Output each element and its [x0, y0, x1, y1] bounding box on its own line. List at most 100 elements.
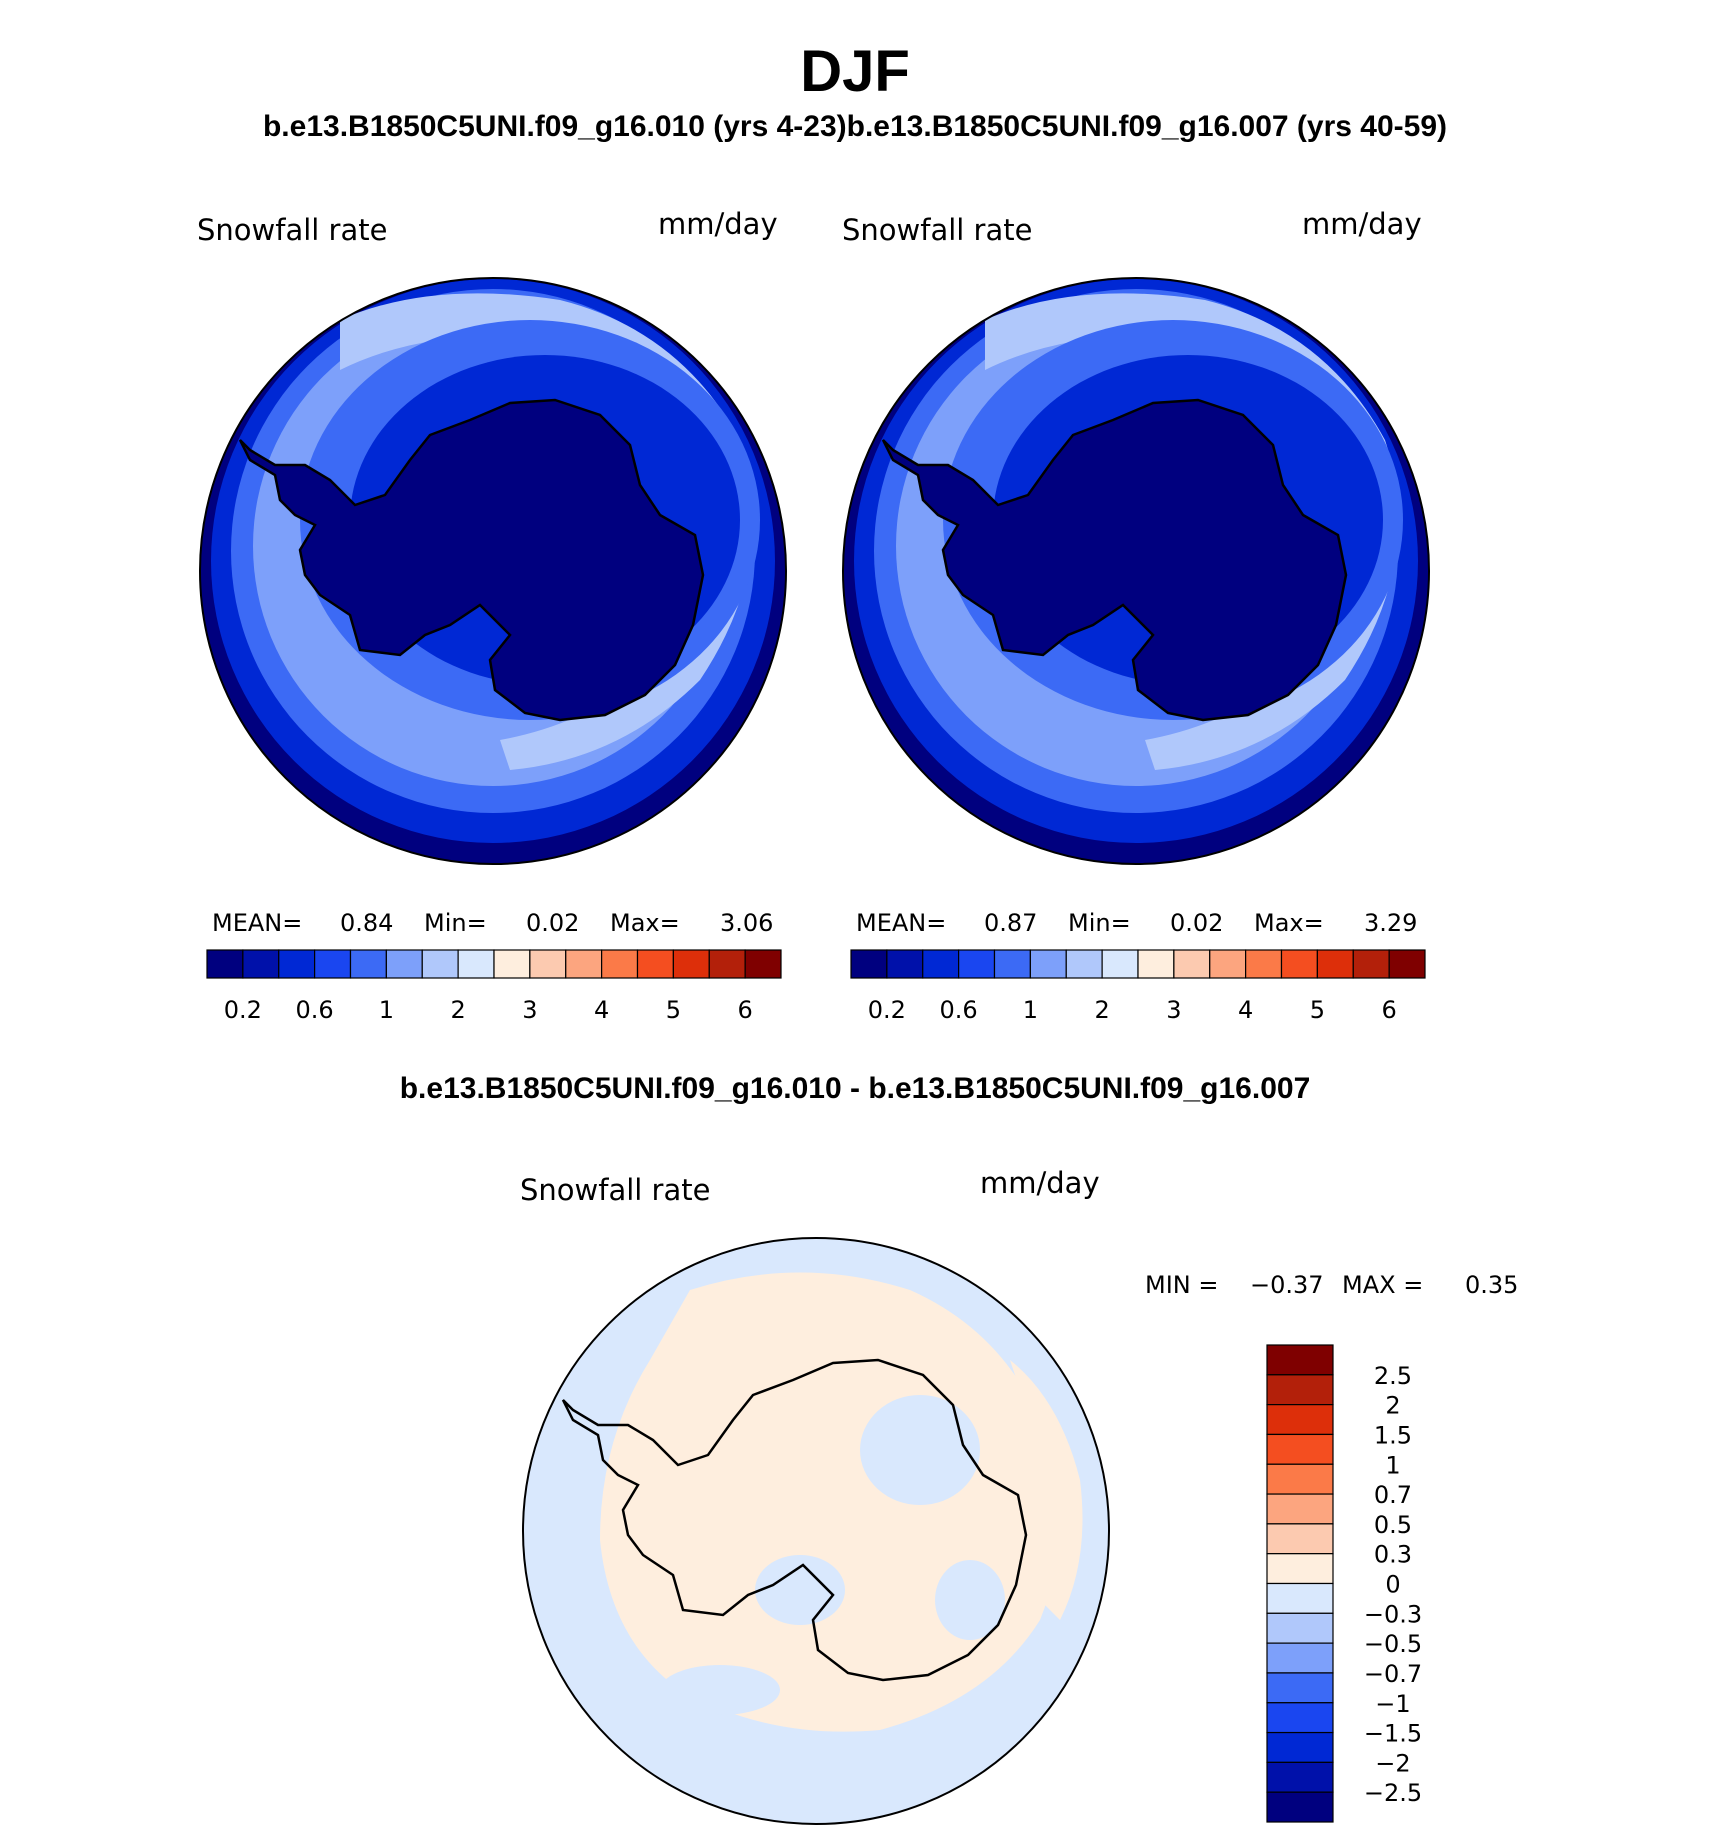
panel2-mean-value: 0.87: [984, 909, 1037, 937]
snowfall-map-case-010: [199, 277, 787, 865]
colorbar3-swatch: [1266, 1493, 1334, 1525]
colorbar3-swatch: [1266, 1523, 1334, 1555]
colorbar3-swatch: [1266, 1672, 1334, 1704]
diff-max-value: 0.35: [1465, 1271, 1518, 1299]
colorbar2-swatch: [1245, 949, 1283, 979]
colorbar1-swatch: [601, 949, 639, 979]
colorbar1-swatch: [278, 949, 316, 979]
colorbar1-swatch: [744, 949, 782, 979]
colorbar3-tick-label: 1.5: [1374, 1421, 1412, 1449]
colorbar2-swatch: [1352, 949, 1390, 979]
diff-min-value: −0.37: [1250, 1271, 1324, 1299]
colorbar-difference: 2.521.510.70.50.30−0.3−0.5−0.7−1−1.5−2−2…: [1266, 1344, 1422, 1823]
diff-units-label: mm/day: [980, 1166, 1100, 1200]
colorbar3-tick-label: −1.5: [1364, 1720, 1422, 1748]
panel1-max-value: 3.06: [720, 909, 773, 937]
panel2-max-label: Max=: [1254, 909, 1324, 937]
colorbar3-swatch: [1266, 1553, 1334, 1585]
colorbar2-tick-label: 0.2: [868, 996, 906, 1024]
colorbar2-swatch: [993, 949, 1031, 979]
colorbar3-swatch: [1266, 1761, 1334, 1793]
snowfall-map-case-007: [842, 277, 1430, 865]
colorbar1-tick-label: 0.2: [224, 996, 262, 1024]
colorbar1-tick-label: 5: [666, 996, 681, 1024]
colorbar1-swatch: [349, 949, 387, 979]
panel2-min-value: 0.02: [1170, 909, 1223, 937]
snowfall-difference-map: [522, 1237, 1110, 1825]
colorbar3-tick-label: −1: [1375, 1690, 1410, 1718]
colorbar2-tick-label: 3: [1166, 996, 1181, 1024]
colorbar3-tick-label: −0.3: [1364, 1600, 1422, 1628]
colorbar1-swatch: [493, 949, 531, 979]
colorbar3-swatch: [1266, 1433, 1334, 1465]
colorbar3-swatch: [1266, 1702, 1334, 1734]
panel2-max-value: 3.29: [1364, 909, 1417, 937]
panel2-min-label: Min=: [1068, 909, 1131, 937]
panel1-units-label: mm/day: [658, 207, 778, 241]
colorbar1-tick-label: 4: [594, 996, 609, 1024]
colorbar3-tick-label: −0.5: [1364, 1630, 1422, 1658]
colorbar1-tick-label: 0.6: [296, 996, 334, 1024]
colorbar3-tick-label: 2: [1385, 1392, 1400, 1420]
colorbar2-swatch: [886, 949, 924, 979]
colorbar2-swatch: [1029, 949, 1067, 979]
colorbar3-swatch: [1266, 1582, 1334, 1614]
cases-subtitle: b.e13.B1850C5UNI.f09_g16.010 (yrs 4-23)b…: [262, 110, 1448, 143]
colorbar1-swatch: [206, 949, 244, 979]
colorbar2-tick-label: 1: [1023, 996, 1038, 1024]
colorbar1-swatch: [242, 949, 280, 979]
colorbar1-swatch: [457, 949, 495, 979]
colorbar1-tick-label: 6: [737, 996, 752, 1024]
panel2-variable-label: Snowfall rate: [842, 213, 1032, 247]
colorbar3-tick-label: −2.5: [1364, 1779, 1422, 1807]
panel2-mean-label: MEAN=: [856, 909, 946, 937]
colorbar2-swatch: [1101, 949, 1139, 979]
panel1-mean-label: MEAN=: [212, 909, 302, 937]
colorbar3-swatch: [1266, 1374, 1334, 1406]
colorbar1-swatch: [421, 949, 459, 979]
colorbar2-swatch: [1137, 949, 1175, 979]
panel1-variable-label: Snowfall rate: [197, 213, 387, 247]
colorbar2-swatch: [1173, 949, 1211, 979]
colorbar2-swatch: [850, 949, 888, 979]
colorbar2-swatch: [1065, 949, 1103, 979]
colorbar2-tick-label: 5: [1310, 996, 1325, 1024]
colorbar1-tick-label: 1: [379, 996, 394, 1024]
colorbar2-swatch: [1280, 949, 1318, 979]
colorbar1-tick-label: 2: [450, 996, 465, 1024]
colorbar2-swatch: [1388, 949, 1426, 979]
colorbar2-swatch: [1209, 949, 1247, 979]
panel1-max-label: Max=: [610, 909, 680, 937]
colorbar2-tick-label: 4: [1238, 996, 1253, 1024]
colorbar1-tick-label: 3: [522, 996, 537, 1024]
colorbar3-tick-label: 0.3: [1374, 1541, 1412, 1569]
colorbar-case-010: 0.2 0.6 1 2 3 4 5 6: [206, 949, 782, 1024]
colorbar1-swatch: [529, 949, 567, 979]
colorbar3-swatch: [1266, 1344, 1334, 1376]
colorbar1-swatch: [672, 949, 710, 979]
colorbar3-tick-label: −0.7: [1364, 1660, 1422, 1688]
colorbar3-tick-label: −2: [1375, 1749, 1410, 1777]
colorbar2-swatch: [922, 949, 960, 979]
colorbar2-tick-label: 2: [1094, 996, 1109, 1024]
panel1-mean-value: 0.84: [340, 909, 393, 937]
colorbar3-swatch: [1266, 1404, 1334, 1436]
diff-max-label: MAX =: [1342, 1271, 1423, 1299]
colorbar1-swatch: [708, 949, 746, 979]
colorbar1-swatch: [565, 949, 603, 979]
panel2-units-label: mm/day: [1302, 207, 1422, 241]
diff-min-label: MIN =: [1145, 1271, 1218, 1299]
colorbar2-swatch: [1316, 949, 1354, 979]
panel1-min-value: 0.02: [526, 909, 579, 937]
colorbar3-swatch: [1266, 1642, 1334, 1674]
colorbar3-tick-label: 0.7: [1374, 1481, 1412, 1509]
colorbar2-swatch: [958, 949, 996, 979]
colorbar3-tick-label: 1: [1385, 1451, 1400, 1479]
colorbar1-swatch: [385, 949, 423, 979]
colorbar3-tick-label: 0: [1385, 1571, 1400, 1599]
difference-subtitle: b.e13.B1850C5UNI.f09_g16.010 - b.e13.B18…: [399, 1072, 1311, 1105]
colorbar1-swatch: [314, 949, 352, 979]
diff-variable-label: Snowfall rate: [520, 1173, 710, 1207]
colorbar2-tick-label: 0.6: [940, 996, 978, 1024]
